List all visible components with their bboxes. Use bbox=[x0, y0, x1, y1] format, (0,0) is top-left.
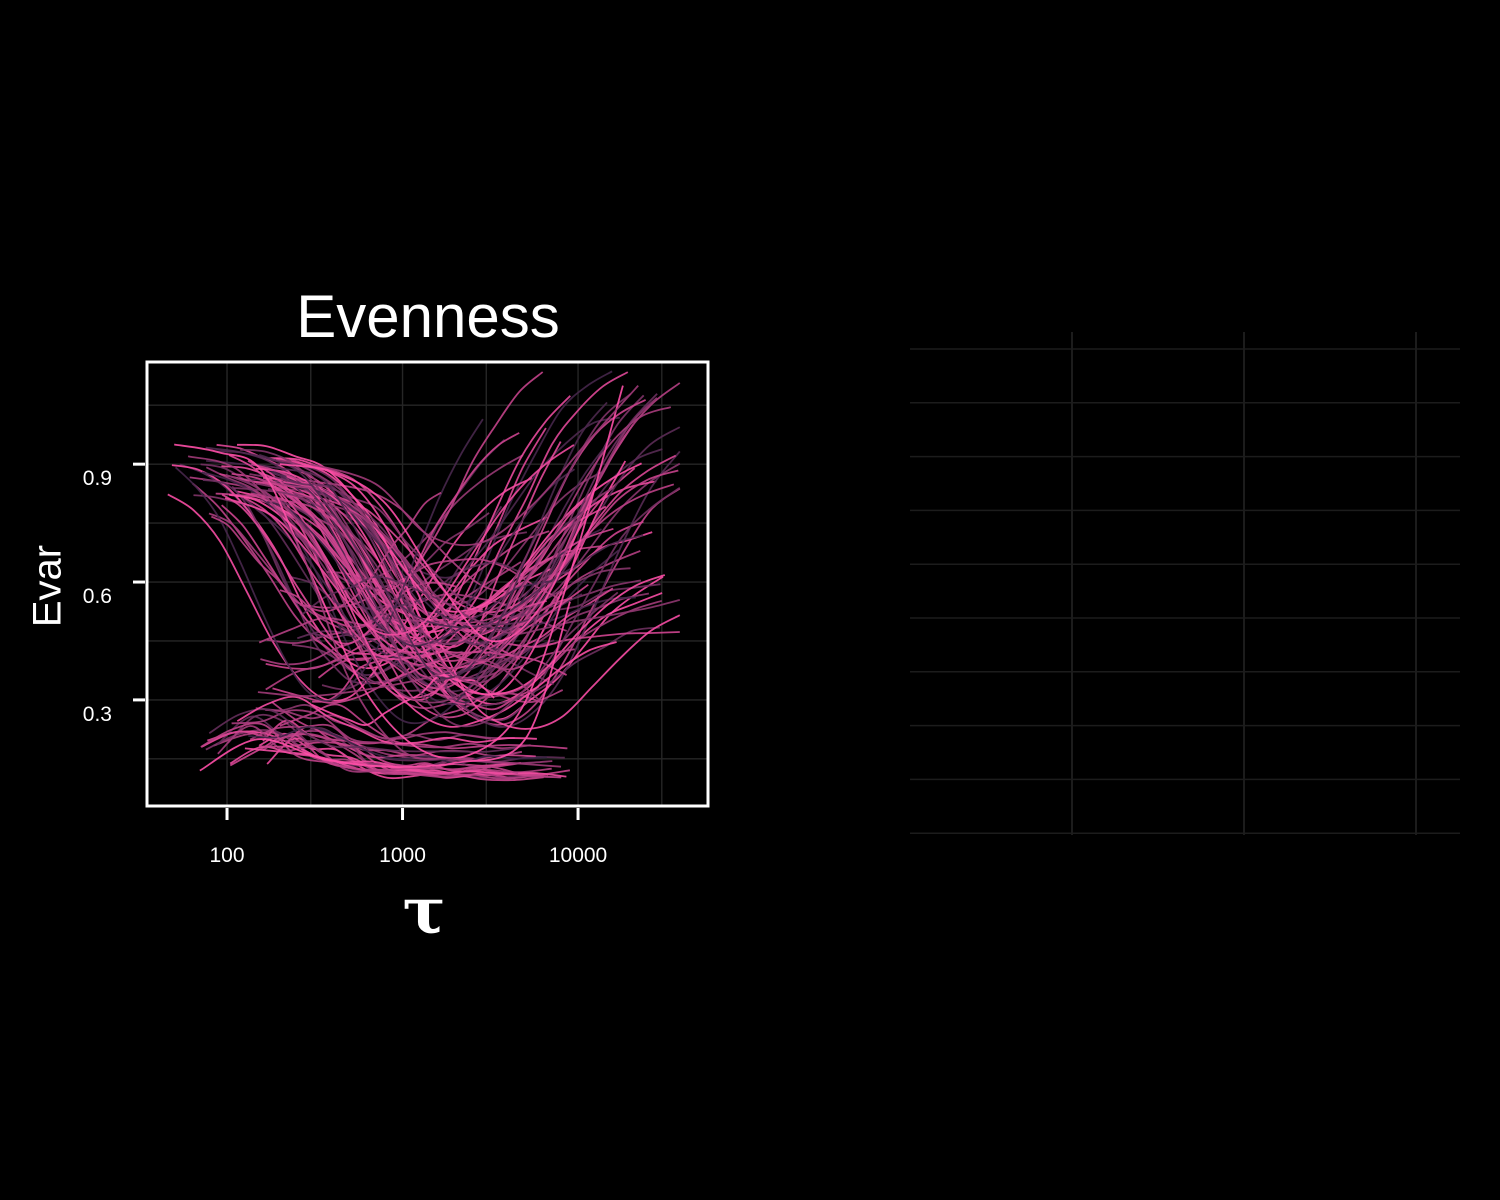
series-group bbox=[167, 370, 681, 782]
evenness-chart: Evenness 100 1000 10000 0.3 0.6 0.9 Evar τ bbox=[26, 283, 710, 949]
y-tick-label: 0.6 bbox=[83, 585, 112, 608]
series-line bbox=[233, 393, 632, 646]
series-line bbox=[216, 715, 565, 763]
series-line bbox=[199, 601, 571, 772]
series-line bbox=[221, 493, 484, 658]
y-tick-label: 0.3 bbox=[83, 703, 112, 726]
x-axis-label: τ bbox=[402, 874, 445, 949]
y-axis: 0.3 0.6 0.9 bbox=[83, 462, 145, 726]
series-line bbox=[317, 657, 540, 711]
series-line bbox=[289, 382, 681, 593]
series-line bbox=[275, 463, 681, 722]
series-line bbox=[279, 703, 568, 750]
y-axis-label: Evar bbox=[26, 545, 70, 627]
empty-panel-grid bbox=[910, 332, 1460, 835]
series-line bbox=[231, 709, 531, 750]
series-line bbox=[208, 708, 517, 753]
series-line bbox=[200, 722, 519, 775]
series-line bbox=[228, 493, 617, 728]
series-line bbox=[259, 406, 672, 628]
series-line bbox=[174, 418, 484, 702]
empty-chart-panel bbox=[910, 332, 1460, 835]
series-line bbox=[267, 397, 658, 684]
series-line bbox=[272, 651, 567, 704]
series-line bbox=[174, 385, 624, 760]
series-line bbox=[265, 708, 491, 740]
series-line bbox=[310, 384, 639, 547]
series-line bbox=[258, 741, 571, 776]
series-line bbox=[201, 471, 602, 725]
series-lines bbox=[167, 370, 681, 782]
series-line bbox=[167, 477, 533, 702]
series-line bbox=[258, 617, 575, 671]
x-tick-label: 10000 bbox=[549, 844, 607, 867]
series-line bbox=[274, 486, 614, 704]
x-tick-label: 100 bbox=[209, 844, 244, 867]
series-line bbox=[257, 659, 540, 701]
series-line bbox=[283, 454, 677, 614]
series-line bbox=[269, 457, 681, 730]
plot-panel-border bbox=[145, 360, 710, 808]
series-line bbox=[283, 725, 522, 772]
x-axis: 100 1000 10000 bbox=[209, 808, 607, 867]
series-line bbox=[301, 575, 544, 626]
y-tick-label: 0.9 bbox=[83, 467, 112, 490]
series-line bbox=[210, 491, 442, 613]
series-line bbox=[274, 393, 658, 646]
series-line bbox=[221, 432, 520, 645]
series-line bbox=[187, 455, 562, 768]
series-line bbox=[299, 558, 561, 609]
chart-title: Evenness bbox=[296, 283, 560, 350]
series-line bbox=[224, 444, 575, 636]
series-line bbox=[236, 695, 537, 745]
series-line bbox=[240, 448, 619, 728]
x-tick-label: 1000 bbox=[379, 844, 426, 867]
series-line bbox=[279, 463, 598, 643]
